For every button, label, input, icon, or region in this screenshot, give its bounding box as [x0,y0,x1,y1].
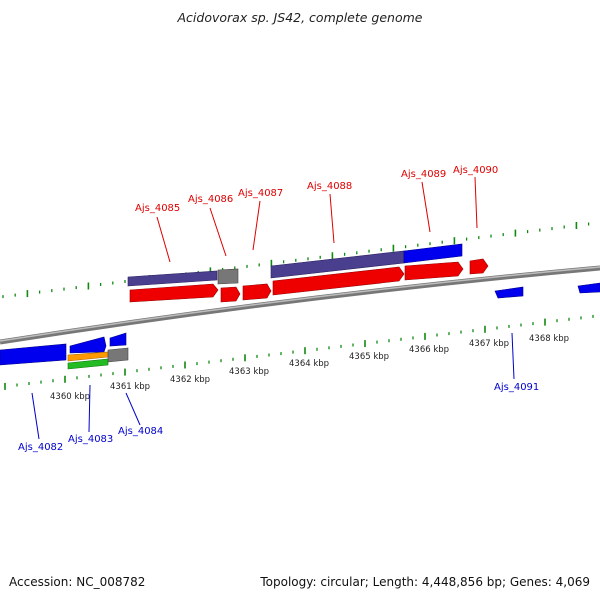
gene-label-ajs-4087[interactable]: Ajs_4087 [238,188,283,199]
gene-label-ajs-4090[interactable]: Ajs_4090 [453,165,498,176]
gene-label-ajs-4084[interactable]: Ajs_4084 [118,426,163,437]
upper-cds-track [129,258,489,303]
kbp-label: 4364 kbp [289,359,329,369]
gene-feature-purple[interactable] [127,270,218,287]
gene-label-ajs-4088[interactable]: Ajs_4088 [307,181,352,192]
cds-arrow[interactable] [469,258,489,275]
gene-label-ajs-4089[interactable]: Ajs_4089 [401,169,446,180]
lower-gene-track [0,282,600,370]
lower-leaders [31,332,515,440]
gene-label-ajs-4082[interactable]: Ajs_4082 [18,442,63,453]
kbp-label: 4360 kbp [50,392,90,402]
accession-text: Accession: NC_008782 [9,575,146,589]
cds-arrow[interactable] [272,266,405,296]
gene-label-ajs-4083[interactable]: Ajs_4083 [68,434,113,445]
upper-gene-labels: Ajs_4085 Ajs_4086 Ajs_4087 Ajs_4088 Ajs_… [135,165,498,214]
cds-arrow[interactable] [242,283,272,301]
gene-arrow-reverse[interactable] [577,282,600,294]
kbp-label: 4365 kbp [349,352,389,362]
gene-feature-gray[interactable] [217,268,239,285]
gene-label-ajs-4085[interactable]: Ajs_4085 [135,203,180,214]
genome-title: Acidovorax sp. JS42, complete genome [177,10,423,25]
genome-backbone [0,265,600,345]
gene-arrow-reverse[interactable] [0,343,67,366]
gene-label-ajs-4086[interactable]: Ajs_4086 [188,194,233,205]
upper-leaders [156,176,478,263]
gene-arrow-reverse[interactable] [109,332,127,347]
topology-text: Topology: circular; Length: 4,448,856 bp… [260,575,590,589]
kbp-label: 4368 kbp [529,334,569,344]
kbp-label: 4363 kbp [229,367,269,377]
cds-arrow[interactable] [129,283,219,303]
lower-gene-labels: Ajs_4082 Ajs_4083 Ajs_4084 Ajs_4091 [18,382,539,453]
kbp-label: 4361 kbp [110,382,150,392]
kbp-labels: 4360 kbp 4361 kbp 4362 kbp 4363 kbp 4364… [50,334,569,402]
lower-scale-ticks [4,314,594,390]
kbp-label: 4366 kbp [409,345,449,355]
gene-feature-gray[interactable] [107,347,129,363]
gene-arrow-reverse[interactable] [69,336,107,354]
kbp-label: 4367 kbp [469,339,509,349]
upper-gene-track [127,243,463,287]
kbp-label: 4362 kbp [170,375,210,385]
cds-arrow[interactable] [220,286,241,303]
gene-label-ajs-4091[interactable]: Ajs_4091 [494,382,539,393]
upper-scale-ticks [2,222,590,299]
gene-feature-blue[interactable] [403,243,463,264]
gene-arrow-reverse[interactable] [494,286,524,299]
cds-arrow[interactable] [404,261,464,281]
